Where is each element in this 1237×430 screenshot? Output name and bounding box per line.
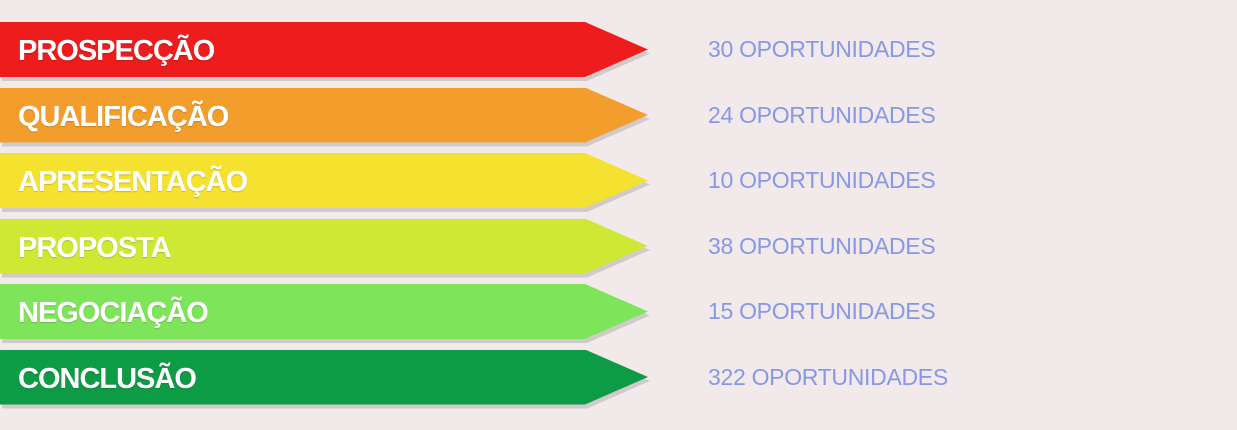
- stage-count: 15 OPORTUNIDADES: [708, 298, 936, 324]
- stage-arrow[interactable]: PROSPECÇÃO: [0, 22, 648, 77]
- stage-prospeccao: PROSPECÇÃO 30 OPORTUNIDADES: [0, 22, 1237, 81]
- stage-apresentacao: APRESENTAÇÃO 10 OPORTUNIDADES: [0, 153, 1237, 212]
- stage-count: 10 OPORTUNIDADES: [708, 167, 936, 193]
- stage-label: PROPOSTA: [18, 231, 172, 264]
- stage-arrow[interactable]: CONCLUSÃO: [0, 349, 648, 405]
- stage-label: NEGOCIAÇÃO: [18, 297, 209, 329]
- stage-conclusao: CONCLUSÃO 322 OPORTUNIDADES: [0, 349, 1237, 409]
- stage-count: 38 OPORTUNIDADES: [708, 232, 936, 259]
- stage-label: APRESENTAÇÃO: [18, 166, 248, 198]
- stage-count: 30 OPORTUNIDADES: [708, 36, 936, 62]
- stage-label: CONCLUSÃO: [18, 362, 197, 395]
- stage-count: 24 OPORTUNIDADES: [708, 101, 936, 128]
- stage-arrow[interactable]: APRESENTAÇÃO: [0, 153, 648, 208]
- stage-count: 322 OPORTUNIDADES: [708, 363, 948, 390]
- stage-proposta: PROPOSTA 38 OPORTUNIDADES: [0, 218, 1237, 278]
- stage-arrow[interactable]: QUALIFICAÇÃO: [0, 87, 648, 143]
- stage-label: QUALIFICAÇÃO: [18, 100, 229, 133]
- stage-qualificacao: QUALIFICAÇÃO 24 OPORTUNIDADES: [0, 87, 1237, 147]
- stage-arrow[interactable]: NEGOCIAÇÃO: [0, 284, 648, 339]
- stage-negociacao: NEGOCIAÇÃO 15 OPORTUNIDADES: [0, 284, 1237, 343]
- stage-arrow[interactable]: PROPOSTA: [0, 218, 648, 274]
- stage-label: PROSPECÇÃO: [18, 35, 215, 67]
- sales-pipeline: PROSPECÇÃO 30 OPORTUNIDADES QUALIFICAÇÃO…: [0, 22, 1237, 415]
